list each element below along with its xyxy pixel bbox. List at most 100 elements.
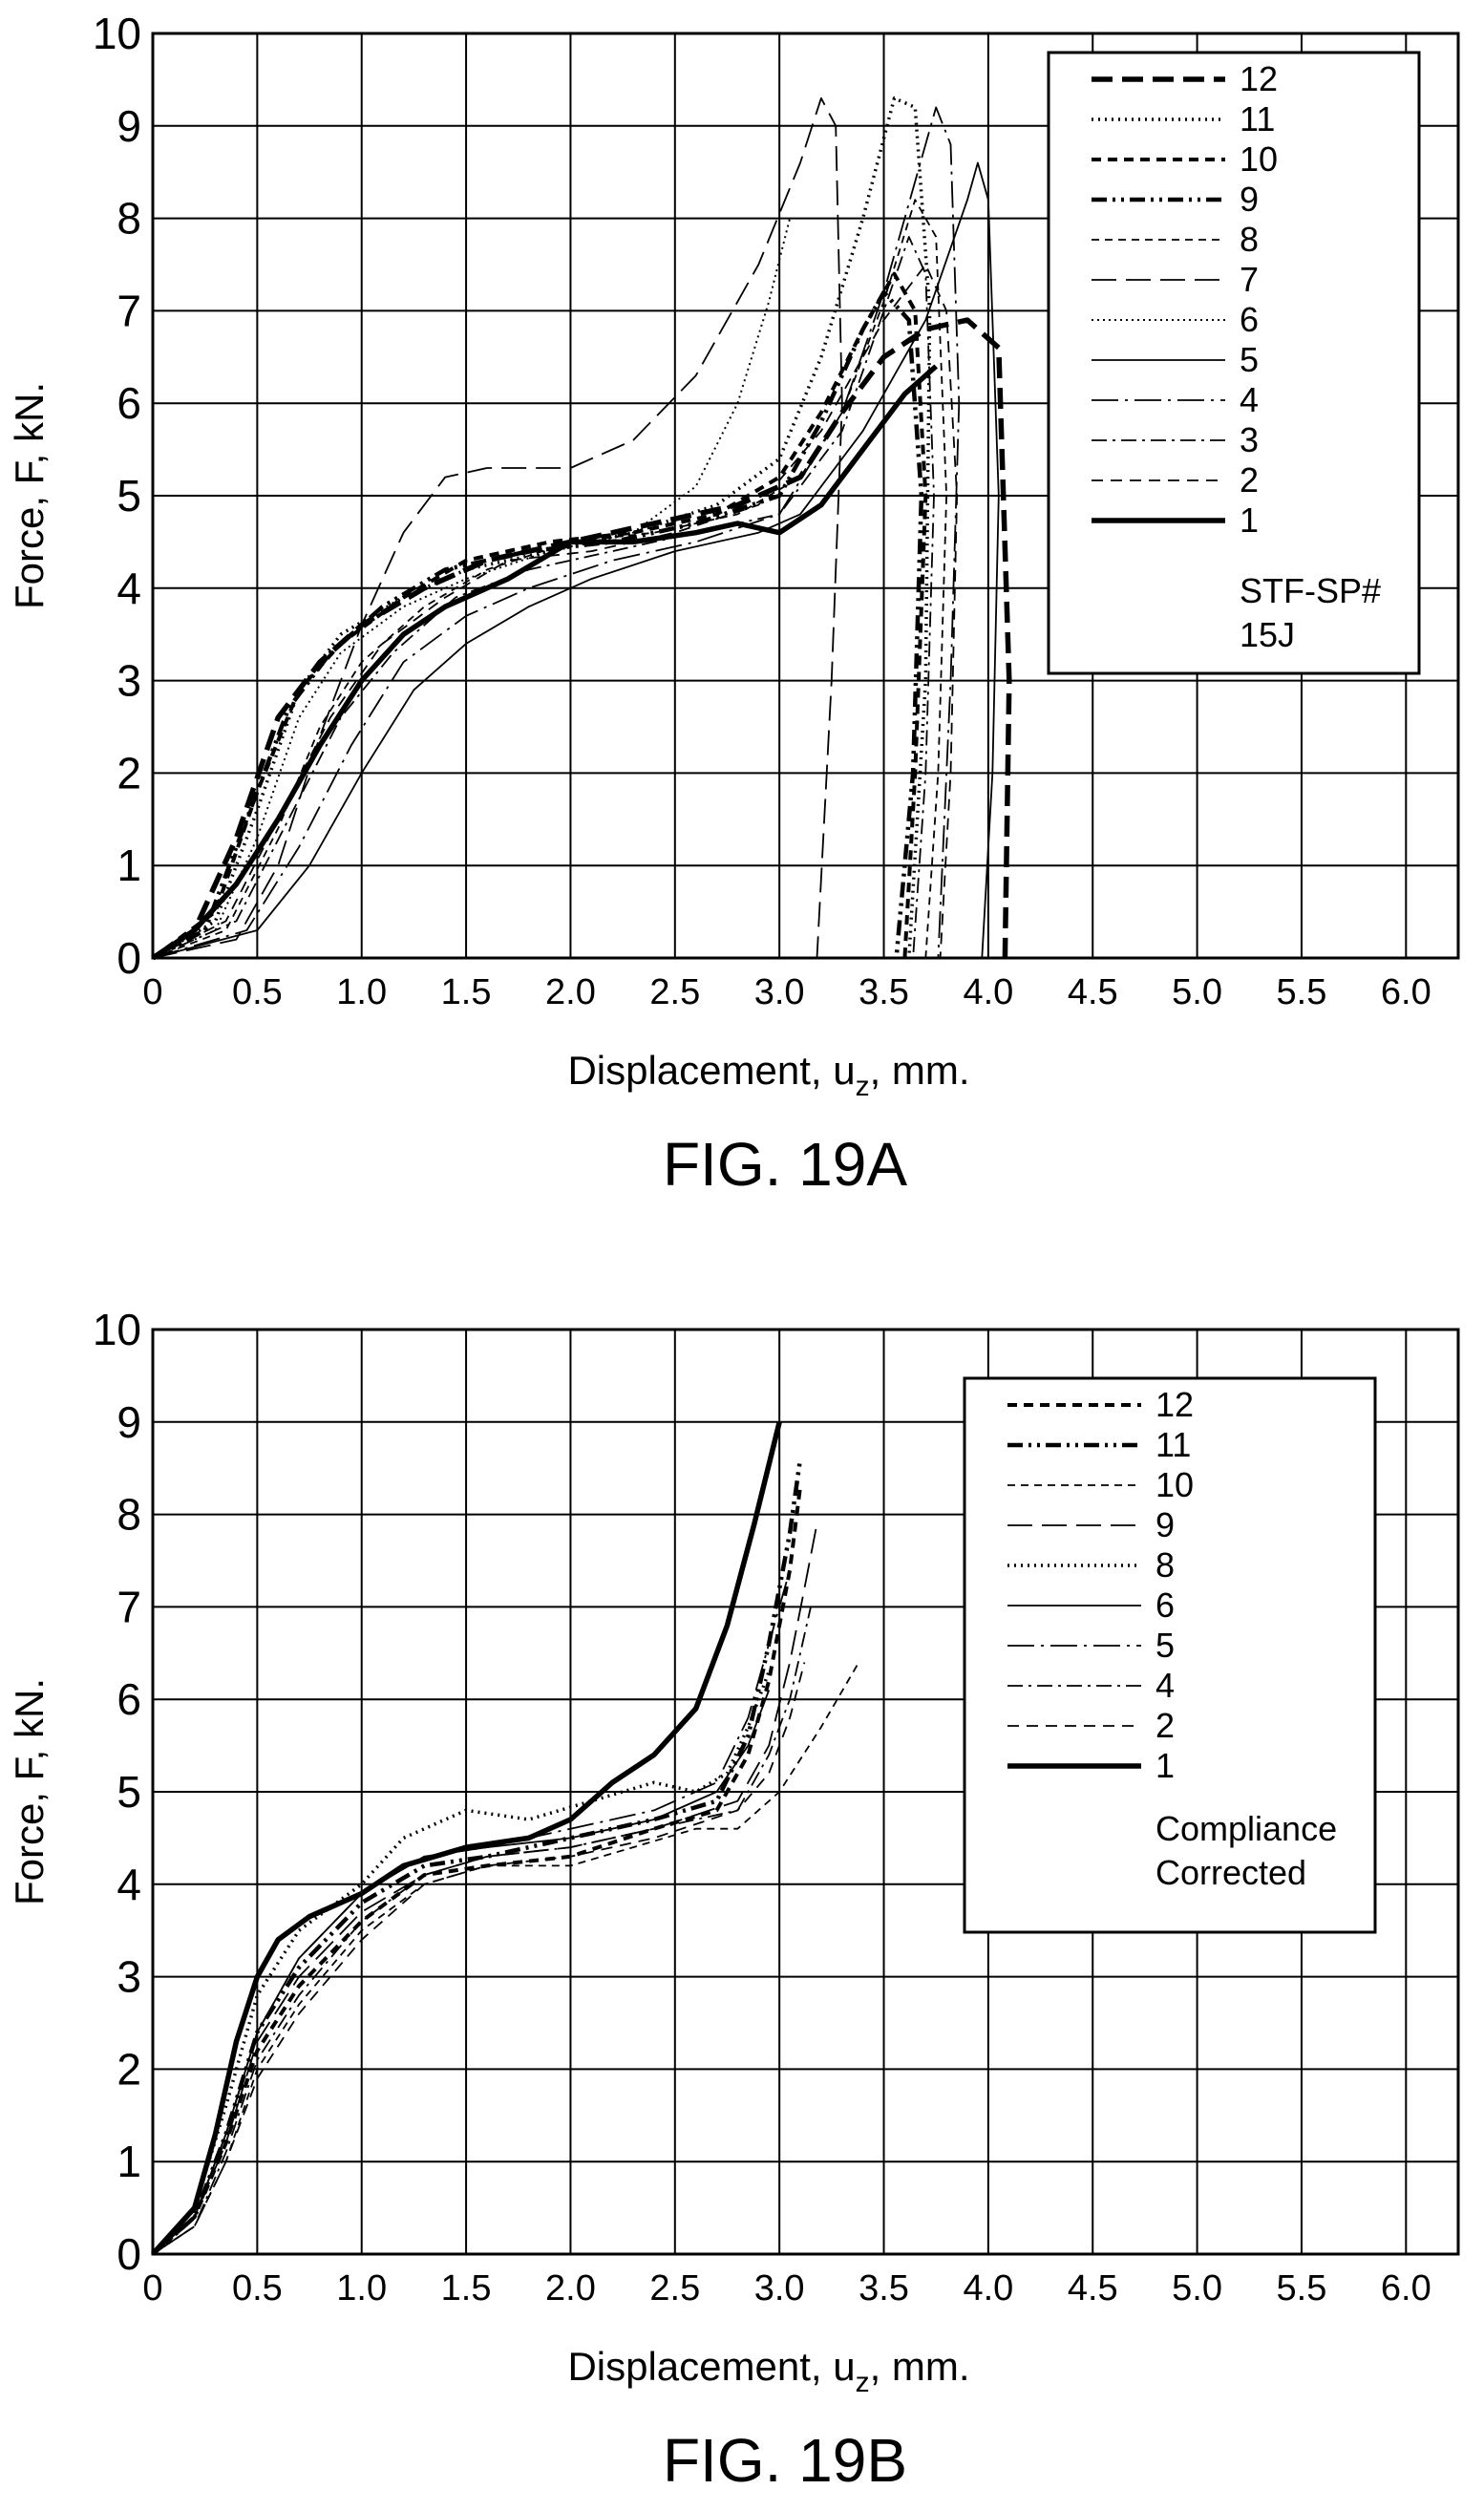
legend-label-10: 10 bbox=[1240, 139, 1278, 179]
series-line-12 bbox=[151, 317, 1012, 961]
legend-note: 15J bbox=[1240, 615, 1295, 654]
y-tick-label: 8 bbox=[117, 1490, 141, 1540]
y-tick-label: 4 bbox=[117, 1860, 141, 1909]
legend-label-6: 6 bbox=[1155, 1585, 1175, 1625]
y-tick-label: 1 bbox=[117, 2137, 141, 2186]
y-tick-label: 0 bbox=[117, 933, 141, 983]
legend-label-9: 9 bbox=[1155, 1505, 1175, 1544]
y-tick-label: 3 bbox=[117, 656, 141, 706]
x-tick-label: 6.0 bbox=[1381, 2268, 1431, 2309]
legend-label-1: 1 bbox=[1155, 1746, 1175, 1785]
x-tick-label: 0.5 bbox=[232, 2268, 283, 2309]
x-axis-label-unit: , mm. bbox=[870, 2344, 970, 2389]
y-tick-label: 8 bbox=[117, 194, 141, 244]
legend-label-10: 10 bbox=[1155, 1465, 1194, 1504]
legend-note: Corrected bbox=[1155, 1853, 1306, 1892]
x-tick-label: 4.5 bbox=[1068, 2268, 1118, 2309]
legend-label-8: 8 bbox=[1155, 1545, 1175, 1585]
series-line-3 bbox=[152, 236, 935, 959]
x-tick-label: 0 bbox=[142, 972, 162, 1012]
legend-label-6: 6 bbox=[1240, 300, 1259, 339]
series-line-9 bbox=[151, 289, 924, 960]
legend-label-5: 5 bbox=[1240, 340, 1259, 379]
x-tick-label: 2.0 bbox=[545, 2268, 596, 2309]
series-line-4 bbox=[152, 106, 961, 959]
y-tick-label: 6 bbox=[117, 378, 141, 428]
legend-label-11: 11 bbox=[1155, 1425, 1191, 1464]
x-axis-label: Displacement, uz, mm. bbox=[567, 2344, 969, 2398]
figure-label-19b: FIG. 19B bbox=[663, 2426, 907, 2495]
y-tick-label: 5 bbox=[117, 1767, 141, 1817]
chart-fig-19b: 0 0.5 1.0 1.5 2.0 2.5 3.0 3.5 4.0 4.5 5.0 5.5 6.0012… bbox=[7, 1305, 1460, 2398]
x-tick-label: 3.0 bbox=[754, 972, 805, 1012]
series-line-1 bbox=[150, 1421, 782, 2256]
y-tick-label: 2 bbox=[117, 2044, 141, 2094]
y-tick-label: 1 bbox=[117, 841, 141, 890]
x-tick-label: 2.5 bbox=[649, 2268, 700, 2309]
x-tick-label: 1.0 bbox=[336, 972, 387, 1012]
series-line-2 bbox=[152, 264, 958, 959]
y-tick-label: 7 bbox=[117, 286, 141, 335]
x-tick-label: 6.0 bbox=[1381, 972, 1431, 1012]
legend-label-4: 4 bbox=[1155, 1666, 1175, 1705]
legend-label-12: 12 bbox=[1240, 59, 1278, 98]
legend-label-1: 1 bbox=[1240, 500, 1259, 540]
y-tick-label: 9 bbox=[117, 101, 141, 151]
chart-fig-19a: 0 0.5 1.0 1.5 2.0 2.5 3.0 3.5 4.0 4.5 5.0 5.5 6.0012… bbox=[7, 9, 1460, 1102]
y-tick-label: 0 bbox=[117, 2229, 141, 2279]
y-tick-label: 7 bbox=[117, 1582, 141, 1631]
x-tick-label: 3.0 bbox=[754, 2268, 805, 2309]
legend-label-3: 3 bbox=[1240, 420, 1259, 459]
x-axis-label-unit: , mm. bbox=[870, 1048, 970, 1093]
plot-frame bbox=[151, 32, 1460, 960]
y-tick-label: 3 bbox=[117, 1952, 141, 2002]
y-tick-label: 9 bbox=[117, 1397, 141, 1447]
x-axis-label: Displacement, uz, mm. bbox=[567, 1048, 969, 1102]
series-line-10 bbox=[152, 1662, 860, 2255]
x-tick-label: 0 bbox=[142, 2268, 162, 2309]
legend-label-5: 5 bbox=[1155, 1626, 1175, 1665]
figure-label-19a: FIG. 19A bbox=[663, 1130, 907, 1199]
y-axis-label: Force, F, kN. bbox=[7, 382, 52, 609]
legend-label-4: 4 bbox=[1240, 380, 1259, 419]
legend-label-11: 11 bbox=[1240, 99, 1275, 138]
x-axis-label-main: Displacement, u bbox=[567, 1048, 855, 1093]
x-tick-label: 5.0 bbox=[1172, 972, 1222, 1012]
series-line-11 bbox=[151, 1458, 803, 2256]
x-tick-label: 5.5 bbox=[1277, 972, 1327, 1012]
legend-note: Compliance bbox=[1155, 1809, 1337, 1848]
legend-note: STF-SP# bbox=[1240, 571, 1381, 610]
series-line-1 bbox=[151, 364, 939, 961]
series-line-4 bbox=[152, 1607, 812, 2255]
y-tick-label: 10 bbox=[93, 9, 141, 58]
x-tick-label: 4.0 bbox=[963, 972, 1013, 1012]
series-line-8 bbox=[152, 199, 947, 959]
x-tick-label: 4.5 bbox=[1068, 972, 1118, 1012]
y-tick-label: 2 bbox=[117, 748, 141, 798]
x-tick-label: 4.0 bbox=[963, 2268, 1013, 2309]
legend-label-12: 12 bbox=[1155, 1385, 1194, 1424]
legend-box bbox=[1047, 51, 1421, 675]
y-axis-label: Force, F, kN. bbox=[7, 1678, 52, 1905]
x-axis-label-main: Displacement, u bbox=[567, 2344, 855, 2389]
y-tick-label: 10 bbox=[93, 1305, 141, 1354]
x-tick-label: 1.5 bbox=[441, 972, 492, 1012]
plot-frame bbox=[151, 1328, 1460, 2256]
x-axis-label-subscript: z bbox=[856, 1071, 870, 1102]
legend-box bbox=[963, 1376, 1377, 1934]
y-tick-label: 4 bbox=[117, 564, 141, 613]
series-line-2 bbox=[152, 1662, 806, 2255]
legend-label-7: 7 bbox=[1240, 260, 1259, 299]
x-tick-label: 2.0 bbox=[545, 972, 596, 1012]
x-tick-label: 5.0 bbox=[1172, 2268, 1222, 2309]
x-tick-label: 1.0 bbox=[336, 2268, 387, 2309]
legend-label-8: 8 bbox=[1240, 220, 1259, 259]
legend-label-9: 9 bbox=[1240, 180, 1259, 219]
x-tick-label: 0.5 bbox=[232, 972, 283, 1012]
x-tick-label: 2.5 bbox=[649, 972, 700, 1012]
series-line-8 bbox=[151, 1670, 771, 2256]
x-tick-label: 3.5 bbox=[859, 2268, 909, 2309]
legend-label-2: 2 bbox=[1240, 460, 1259, 500]
y-tick-label: 5 bbox=[117, 471, 141, 521]
